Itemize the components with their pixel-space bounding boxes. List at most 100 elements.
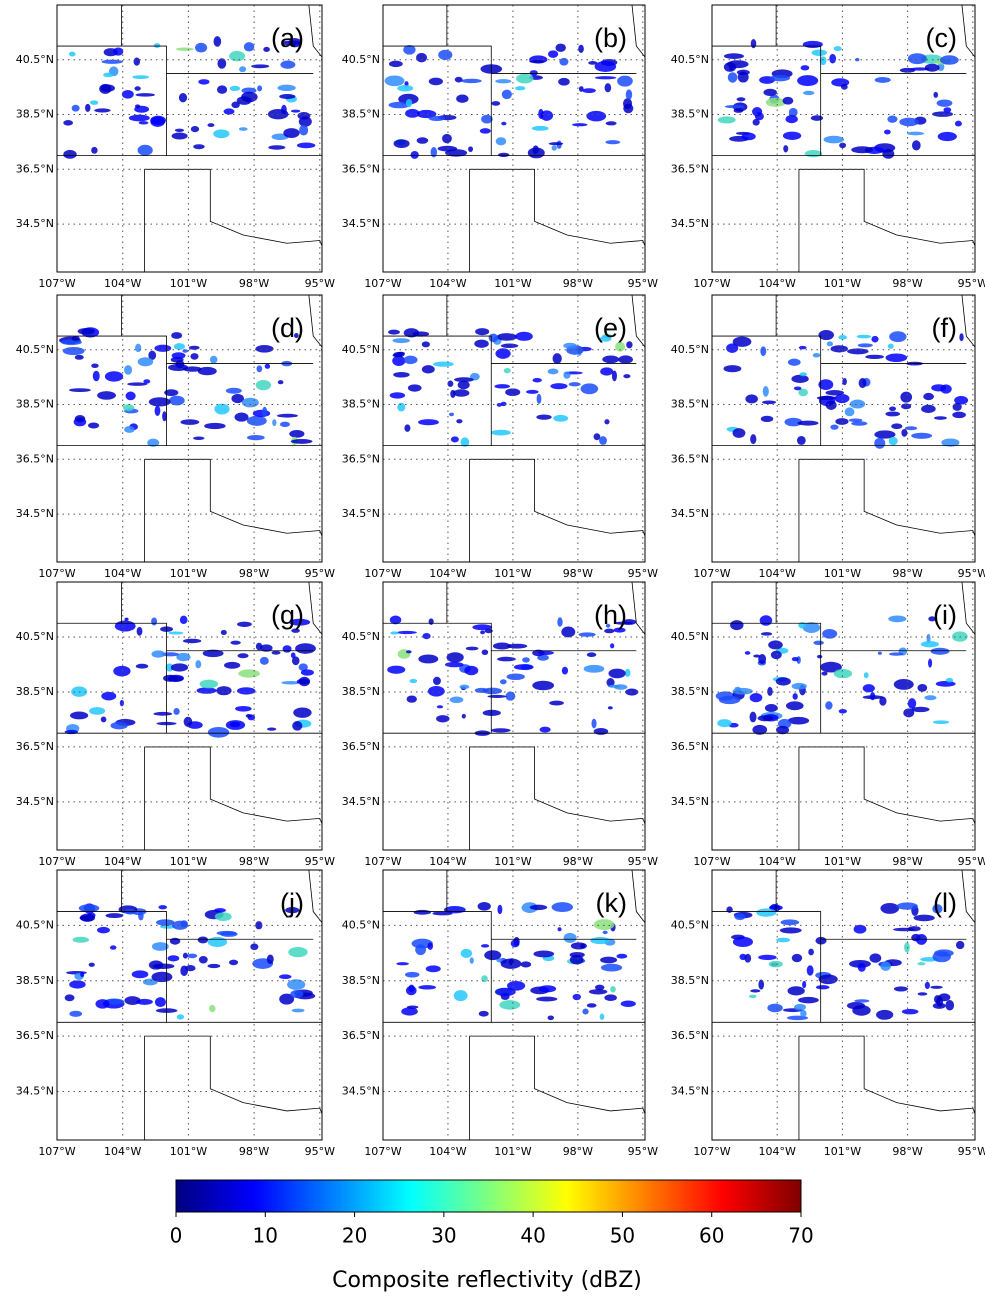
echo [197,366,217,376]
y-tick-label: 38.5°N [671,398,709,411]
y-tick-label: 38.5°N [16,685,54,698]
echo [96,926,110,934]
echo [136,626,143,636]
echo [217,85,228,94]
echo [791,953,803,963]
y-tick-label: 40.5°N [342,918,380,931]
echo [889,406,897,411]
echo [182,638,202,644]
echo [547,368,559,375]
echo [933,416,947,420]
echo [418,654,439,664]
x-tick-label: 101°W [494,855,531,868]
echo [468,146,473,153]
colorbar-tick-label: 40 [520,1224,545,1248]
colorbar-tick-label: 60 [699,1224,724,1248]
echo [800,65,810,71]
echo [529,60,545,64]
echo [197,936,209,944]
echo [214,912,232,922]
echo [290,439,313,444]
echo [216,686,232,696]
echo [137,144,153,156]
echo [599,1013,605,1020]
echo [187,953,198,959]
echo [923,392,934,401]
echo [745,394,758,404]
echo [623,98,633,110]
echo [752,118,760,126]
echo [594,984,605,991]
x-tick-label: 104°W [104,1145,141,1158]
state-border [383,911,492,1023]
echo [752,107,763,117]
echo [623,374,631,379]
echo [802,622,821,633]
echo [167,955,180,962]
echo [104,371,124,382]
echo [825,400,837,410]
state-border [144,746,323,850]
echo [760,632,773,636]
echo [71,336,80,341]
echo [821,671,828,676]
echo [580,383,599,395]
echo [418,985,436,990]
colorbar-tick-label: 50 [610,1224,635,1248]
echo [741,132,756,141]
echo [91,363,99,369]
echo [263,46,270,53]
state-border [57,335,167,446]
echo [760,415,774,423]
echo [756,908,777,917]
echo [156,919,175,926]
echo [768,640,783,650]
echo [228,959,239,966]
echo [917,992,928,996]
echo [749,693,763,703]
echo [855,57,860,62]
panel-frame [56,4,323,273]
echo [551,145,557,151]
echo [893,986,909,992]
echo [857,962,866,972]
echo [461,78,482,84]
echo [405,650,412,654]
echo [100,716,107,723]
echo [782,131,802,141]
echo [727,72,738,83]
echo [207,936,228,948]
echo [839,142,847,149]
echo [791,374,809,383]
echo [853,924,867,934]
echo [498,152,510,158]
y-tick-label: 40.5°N [671,53,709,66]
echo [833,46,842,52]
x-tick-label: 95°W [305,277,335,290]
map-panel: 107°W 104°W 101°W 98°W 95°W 40.5°N 38.5°N 36.5°… [671,294,985,580]
echo [134,86,141,91]
x-tick-label: 98°W [892,1145,922,1158]
echo [548,142,564,146]
echo [487,694,507,698]
echo [77,327,95,335]
echo [885,353,908,363]
echo [600,963,623,972]
echo [871,335,879,343]
echo [173,707,180,715]
x-tick-label: 104°W [759,855,796,868]
echo [888,615,907,623]
echo [879,696,887,706]
echo [171,352,186,359]
echo [796,435,806,445]
echo [865,354,884,359]
echo [176,1014,185,1020]
echo [287,979,306,990]
echo [430,147,438,158]
echo [288,618,311,626]
echo [409,678,418,684]
echo [103,72,114,78]
state-border [308,581,323,635]
echo [752,724,768,735]
